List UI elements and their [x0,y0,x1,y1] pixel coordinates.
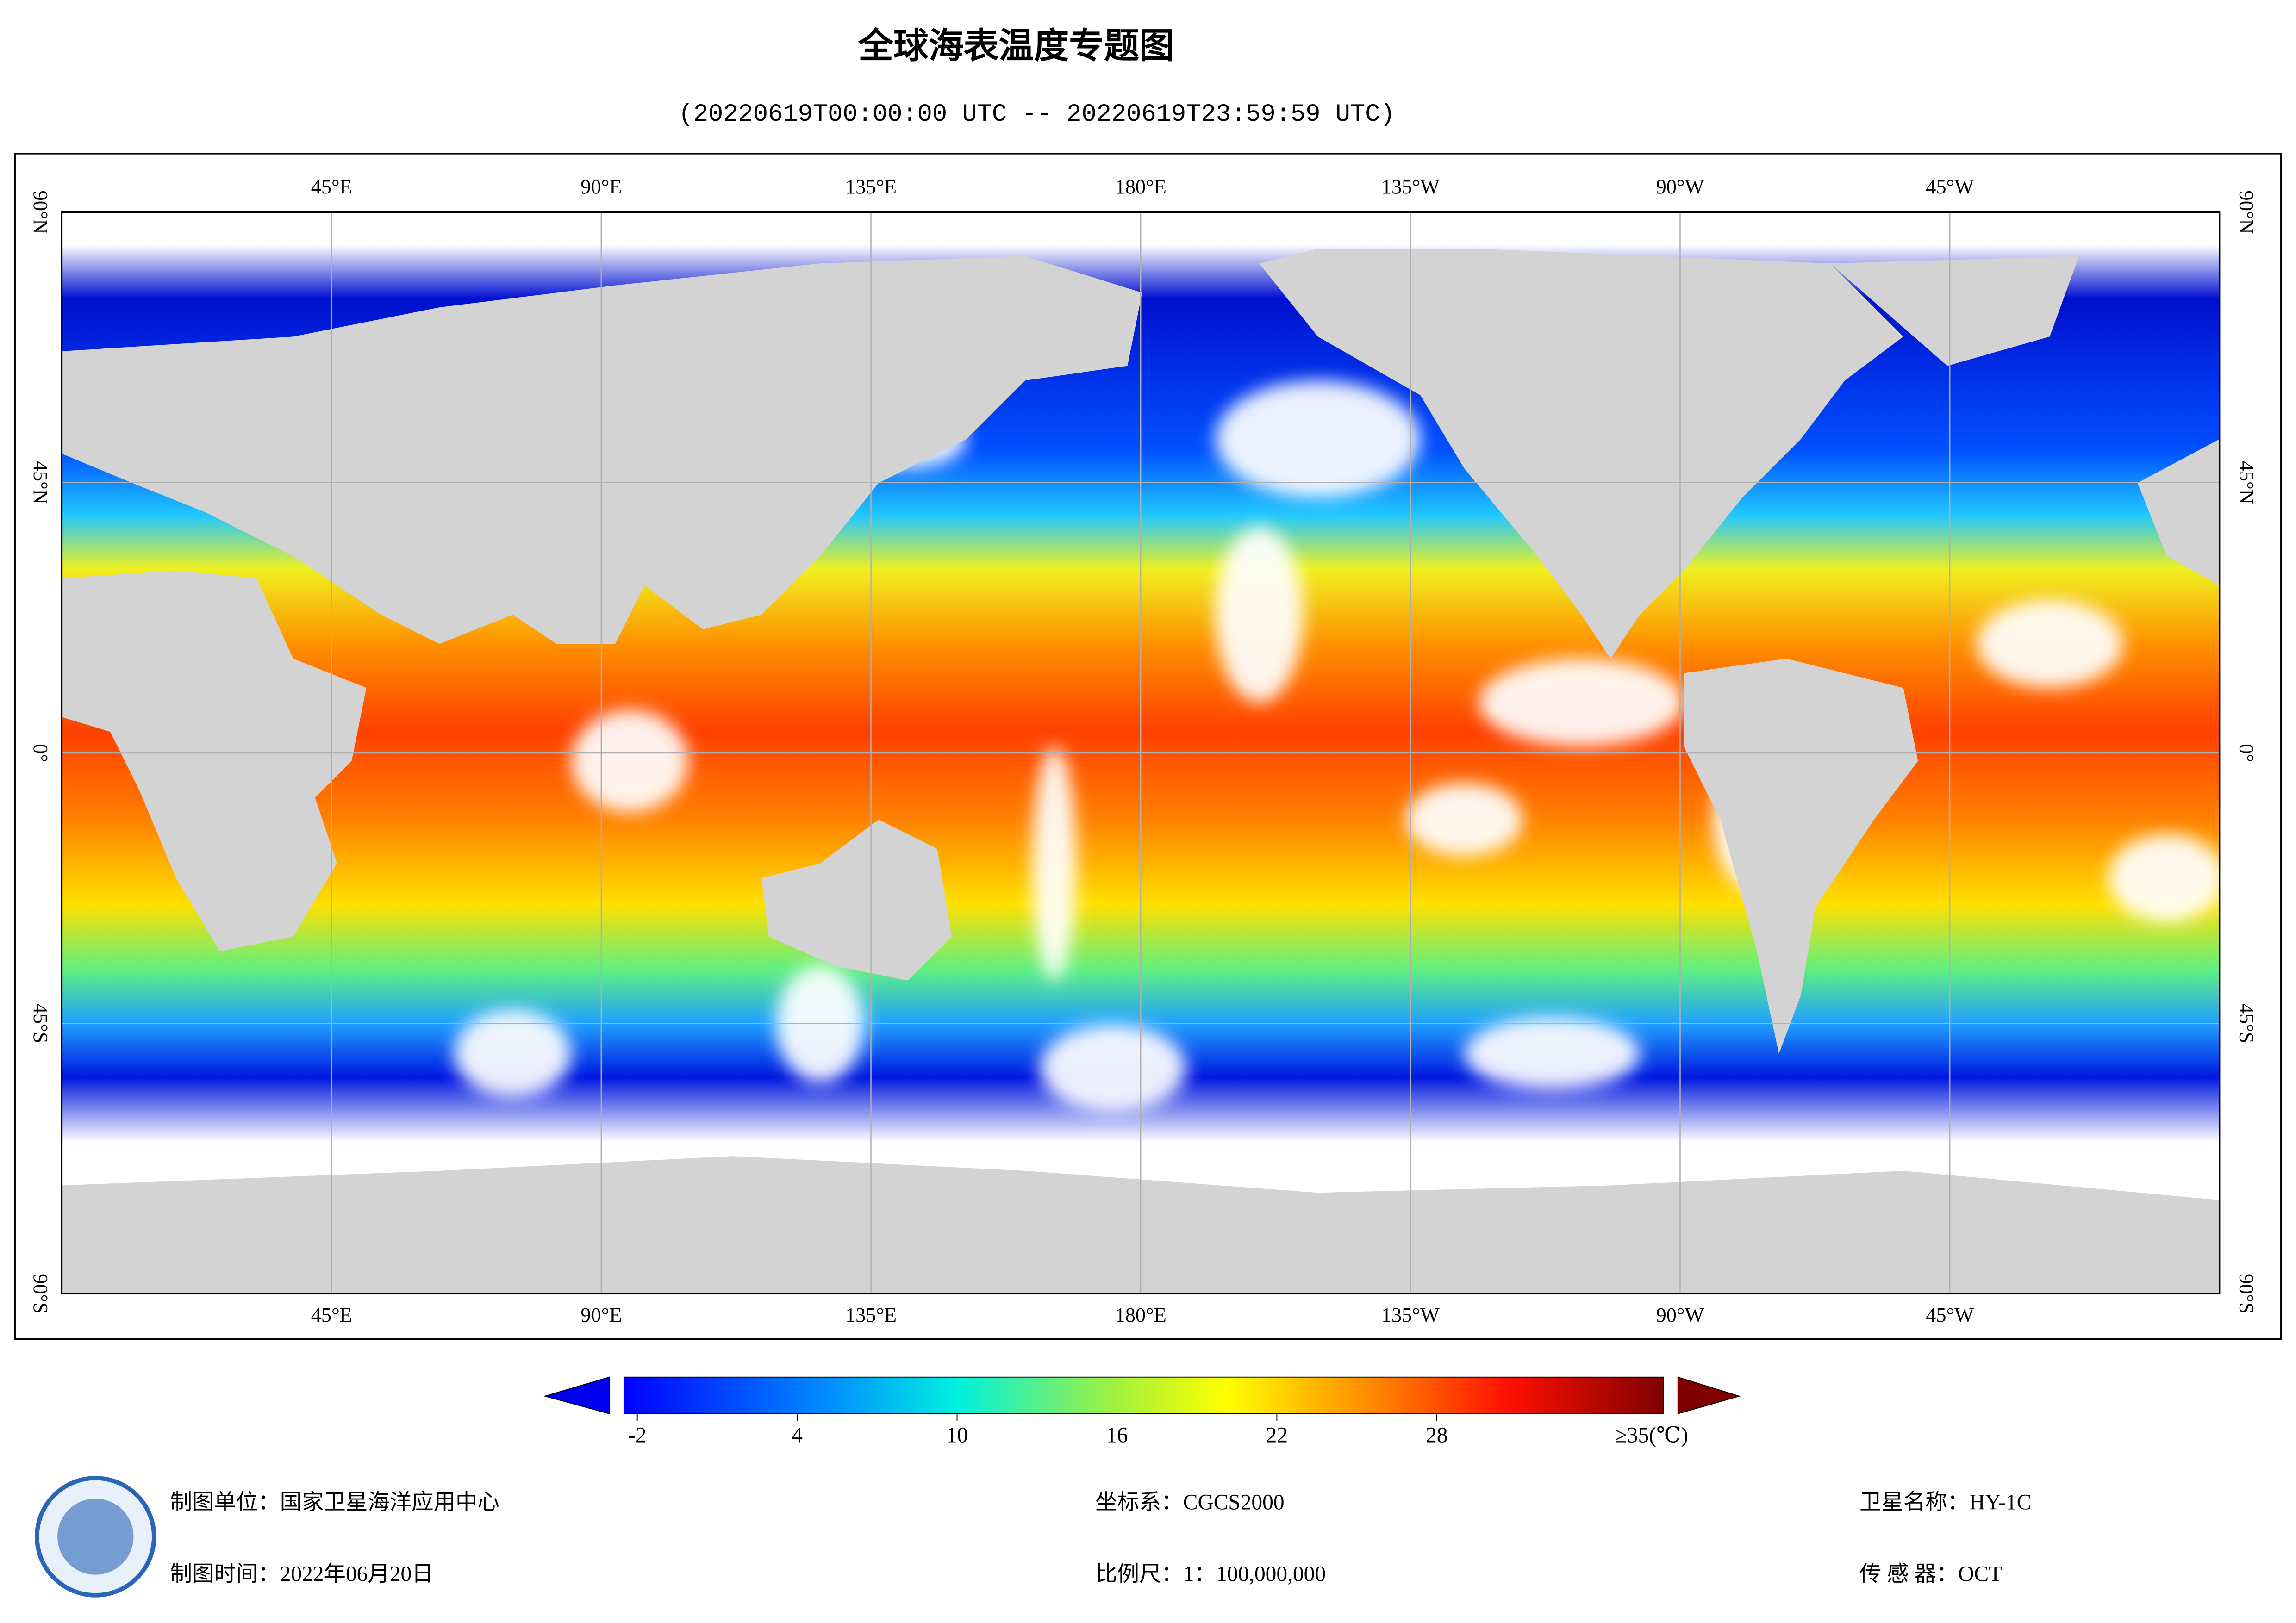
lat-label-left: 0° [29,744,52,762]
footer-sensor: 传 感 器：OCT [1859,1562,2002,1586]
lon-label-bottom: 45°W [1926,1304,1974,1326]
lon-label-bottom: 135°E [845,1304,897,1326]
title: 全球海表温度专题图 [858,27,1174,66]
lat-label-left: 45°N [29,461,52,504]
colorbar-max-label: ≥35(℃) [1615,1423,1688,1447]
lat-label-right: 45°S [2235,1003,2258,1044]
map-body [61,211,2226,1295]
footer-scale: 比例尺：1：100,000,000 [1095,1562,1326,1586]
map-frame [14,153,2282,1340]
lon-label-bottom: 90°E [580,1304,622,1326]
colorbar: ≥35(℃) [543,1376,1741,1447]
lon-label-bottom: 45°E [311,1304,352,1326]
lon-label-bottom: 135°W [1381,1304,1440,1326]
colorbar-tick-label: 16 [1106,1423,1128,1447]
colorbar-under-arrow [543,1376,610,1415]
lon-label-top: 45°E [311,175,352,198]
colorbar-tick-label: 28 [1426,1423,1447,1447]
lat-label-left: 90°S [29,1274,52,1314]
footer-crs: 坐标系：CGCS2000 [1095,1491,1284,1515]
lat-label-right: 0° [2235,744,2258,762]
lon-label-top: 45°W [1926,175,1974,198]
map-border [61,211,2221,1295]
footer: 制图单位：国家卫星海洋应用中心 制图时间：2022年06月20日 坐标系：CGC… [35,1476,2031,1598]
colorbar-over-arrow [1677,1376,1741,1415]
colorbar-tick-label: 10 [946,1423,968,1447]
colorbar-ramp [623,1376,1664,1414]
lat-label-left: 45°S [29,1003,52,1044]
lon-label-top: 90°W [1656,175,1704,198]
lon-label-top: 180°E [1115,175,1167,198]
lat-label-right: 90°S [2235,1274,2258,1314]
footer-satellite: 卫星名称：HY-1C [1859,1491,2031,1515]
colorbar-tick-label: -2 [628,1423,647,1447]
lat-label-right: 90°N [2235,191,2258,234]
lon-label-bottom: 90°W [1656,1304,1704,1326]
colorbar-tick-label: 4 [792,1423,803,1447]
footer-date: 制图时间：2022年06月20日 [170,1562,434,1586]
colorbar-tick-label: 22 [1266,1423,1288,1447]
lat-label-right: 45°N [2235,461,2258,504]
subtitle: (20220619T00:00:00 UTC -- 20220619T23:59… [679,100,1395,129]
lat-label-left: 90°N [29,191,52,234]
lon-label-top: 90°E [580,175,622,198]
lon-label-top: 135°E [845,175,897,198]
footer-unit: 制图单位：国家卫星海洋应用中心 [170,1491,499,1515]
lon-label-top: 135°W [1381,175,1440,198]
logo-globe [57,1499,134,1575]
lon-label-bottom: 180°E [1115,1304,1167,1326]
